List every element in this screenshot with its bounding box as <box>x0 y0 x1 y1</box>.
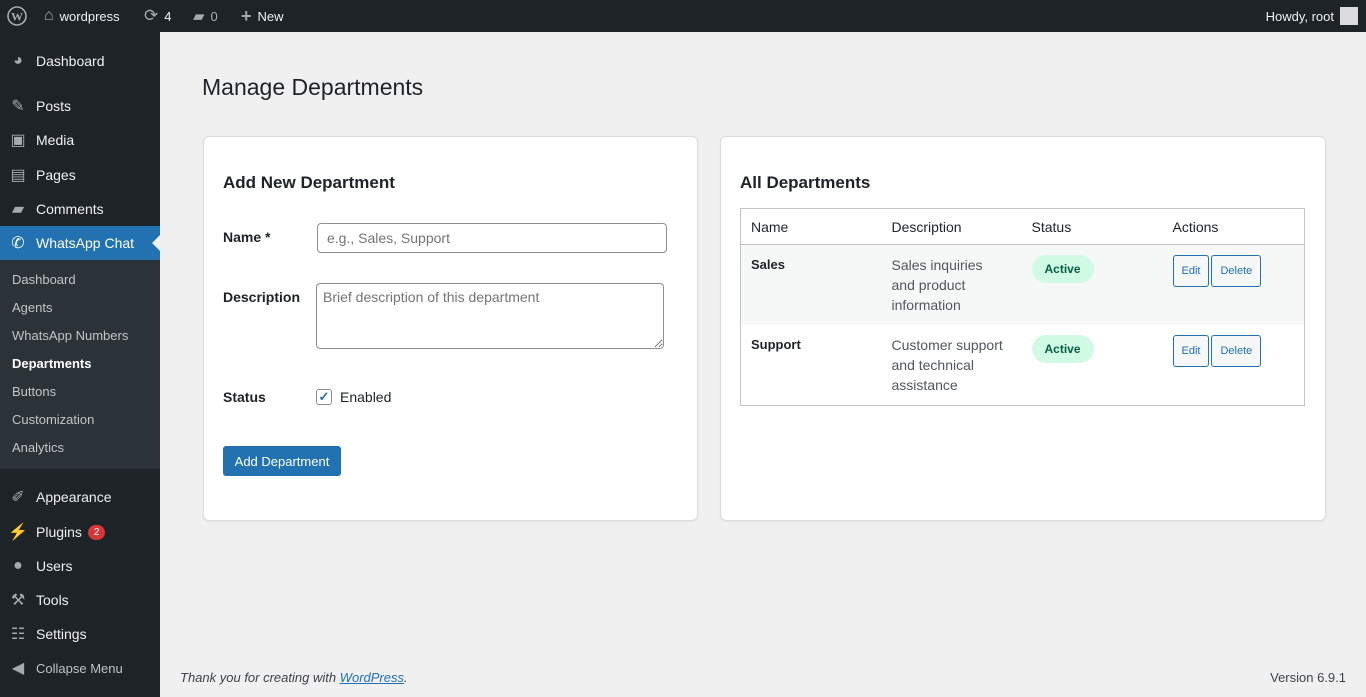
submenu-item-whatsapp-numbers[interactable]: WhatsApp Numbers <box>12 328 129 343</box>
sidebar-item-users[interactable]: ● Users <box>0 549 160 583</box>
brush-icon: ✐ <box>11 489 25 506</box>
comments-count: 0 <box>210 8 218 24</box>
name-input[interactable] <box>317 223 667 253</box>
delete-button[interactable]: Delete <box>1211 255 1262 287</box>
sidebar-item-label: WhatsApp Chat <box>36 235 135 251</box>
plugins-update-badge: 2 <box>87 524 106 540</box>
plugin-icon: ⚡ <box>8 524 28 541</box>
column-header: Description <box>881 208 1022 245</box>
sidebar-item-label: Settings <box>36 626 87 642</box>
updates-count: 4 <box>164 8 172 24</box>
sidebar-item-label: Dashboard <box>36 53 105 69</box>
whatsapp-icon: ✆ <box>11 235 25 252</box>
sidebar-item-appearance[interactable]: ✐ Appearance <box>0 480 160 514</box>
department-description: Customer support and technical assistanc… <box>891 337 1003 393</box>
footer-thanks: Thank you for creating with WordPress. <box>180 670 408 685</box>
sidebar-item-label: Media <box>36 132 75 148</box>
sidebar-item-settings[interactable]: ☷ Settings <box>0 617 160 651</box>
footer-text: Thank you for creating with <box>180 670 340 685</box>
enabled-checkbox[interactable]: ✓ <box>316 389 332 405</box>
enabled-checkbox-wrap: ✓ Enabled <box>316 389 391 405</box>
new-label: New <box>257 8 284 24</box>
add-department-button[interactable]: Add Department <box>223 446 341 476</box>
wordpress-link[interactable]: WordPress <box>339 670 404 685</box>
updates-link[interactable]: ⟳ 4 <box>144 0 171 32</box>
submenu-item-buttons[interactable]: Buttons <box>12 384 57 399</box>
sidebar-item-label: Posts <box>36 98 72 114</box>
sidebar-item-pages[interactable]: ▤ Pages <box>0 158 160 192</box>
sidebar-item-comments[interactable]: ▰ Comments <box>0 192 160 226</box>
add-department-heading: Add New Department <box>223 173 395 192</box>
department-name: Sales <box>740 244 882 325</box>
enabled-label: Enabled <box>340 389 392 405</box>
pin-icon: ✎ <box>11 98 25 115</box>
sidebar-item-label: Pages <box>36 167 76 183</box>
site-link[interactable]: ⌂ wordpress <box>44 0 120 32</box>
new-link[interactable]: + New <box>241 0 284 32</box>
howdy-text: Howdy, root <box>1265 8 1334 24</box>
footer-period: . <box>404 670 408 685</box>
delete-button[interactable]: Delete <box>1211 335 1262 367</box>
comment-icon: ▰ <box>193 8 205 25</box>
sidebar-item-dashboard[interactable]: ◕ Dashboard <box>0 44 160 78</box>
admin-bar: W ⌂ wordpress ⟳ 4 ▰ 0 + New Howdy, root <box>0 0 1366 32</box>
edit-button[interactable]: Edit <box>1172 255 1210 287</box>
department-name: Support <box>751 337 801 352</box>
submenu-item-departments[interactable]: Departments <box>12 356 92 371</box>
sidebar-item-plugins[interactable]: ⚡ Plugins 2 <box>0 515 160 549</box>
version-text: Version 6.9.1 <box>1270 670 1346 685</box>
sidebar-item-media[interactable]: ▣ Media <box>0 123 160 157</box>
updates-icon: ⟳ <box>144 6 159 25</box>
sidebar-item-collapse-menu[interactable]: ◀ Collapse Menu <box>0 651 160 685</box>
column-header: Status <box>1021 208 1163 245</box>
sidebar-item-posts[interactable]: ✎ Posts <box>0 89 160 123</box>
svg-text:W: W <box>11 10 23 24</box>
account-link[interactable]: Howdy, root <box>1266 0 1358 32</box>
department-description: Sales inquiries and product information <box>881 244 1022 325</box>
media-icon: ▣ <box>10 132 26 149</box>
whatsapp-submenu: Dashboard Agents WhatsApp Numbers Departmen… <box>0 260 160 469</box>
site-name: wordpress <box>59 8 120 24</box>
sidebar-item-label: Collapse Menu <box>36 660 123 676</box>
submenu-item-customization[interactable]: Customization <box>12 412 95 427</box>
table-row: Sales Sales inquiries and product inform… <box>740 244 1305 325</box>
dashboard-icon: ◕ <box>13 52 23 69</box>
description-textarea[interactable] <box>316 283 664 349</box>
description-label: Description <box>223 289 301 305</box>
pages-icon: ▤ <box>10 167 26 184</box>
departments-table: Name Description Status Actions Sales Sa… <box>740 208 1305 406</box>
sidebar-item-label: Appearance <box>36 489 112 505</box>
submenu-item-dashboard[interactable]: Dashboard <box>12 272 76 287</box>
settings-icon: ☷ <box>10 626 26 643</box>
sidebar-item-label: Plugins <box>36 524 82 540</box>
all-departments-heading: All Departments <box>740 173 871 192</box>
name-label: Name * <box>223 229 271 245</box>
status-badge: Active <box>1031 255 1094 283</box>
table-row: Support Customer support and technical a… <box>741 325 1305 406</box>
comment-icon: ▰ <box>11 201 25 218</box>
admin-sidebar: Dashboard Agents WhatsApp Numbers Departmen… <box>0 32 160 697</box>
edit-button[interactable]: Edit <box>1172 335 1210 367</box>
plus-icon: + <box>241 5 252 26</box>
all-departments-card <box>720 136 1326 521</box>
user-icon: ● <box>13 557 23 574</box>
status-label: Status <box>223 389 266 405</box>
wrench-icon: ⚒ <box>10 592 26 609</box>
column-header: Actions <box>1162 208 1305 245</box>
status-badge: Active <box>1031 335 1094 363</box>
wordpress-logo-icon[interactable]: W <box>7 0 27 32</box>
sidebar-item-whatsapp-chat[interactable]: ✆ WhatsApp Chat <box>0 226 160 260</box>
submenu-item-analytics[interactable]: Analytics <box>12 440 65 455</box>
column-header: Name <box>740 208 882 245</box>
sidebar-item-label: Tools <box>36 592 69 608</box>
page-title: Manage Departments <box>202 74 424 100</box>
sidebar-item-label: Comments <box>36 201 104 217</box>
sidebar-item-label: Users <box>36 558 73 574</box>
sidebar-item-tools[interactable]: ⚒ Tools <box>0 583 160 617</box>
collapse-icon: ◀ <box>11 660 25 677</box>
home-icon: ⌂ <box>44 7 54 24</box>
submenu-item-agents[interactable]: Agents <box>12 300 53 315</box>
avatar <box>1340 7 1358 25</box>
comments-link[interactable]: ▰ 0 <box>193 0 218 32</box>
